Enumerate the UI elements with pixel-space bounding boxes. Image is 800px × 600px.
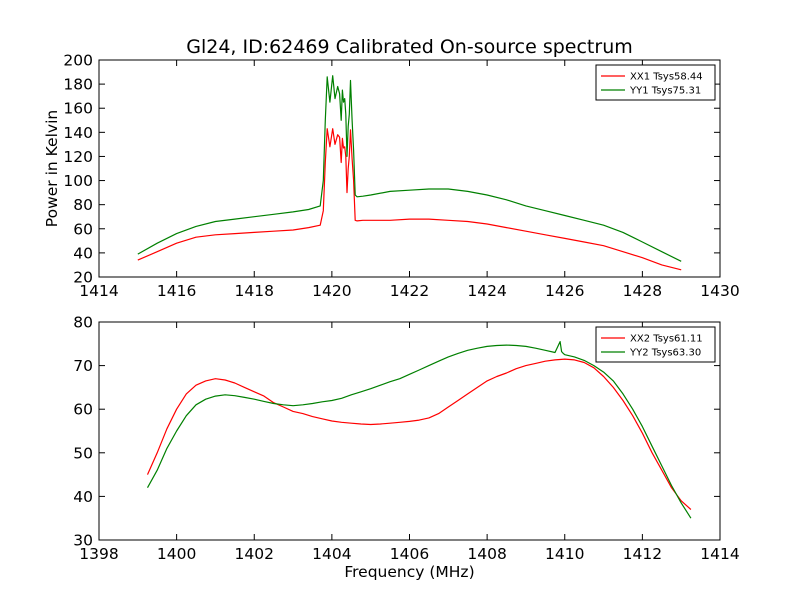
top-y-axis-label: Power in Kelvin bbox=[43, 110, 61, 227]
y-tick-label: 140 bbox=[63, 124, 93, 142]
top-spectrum-panel: 1414 1416 1418 1420 1422 1424 1426 1428 1430 20 40… bbox=[43, 52, 740, 301]
top-legend: XX1 Tsys58.44 YY1 Tsys75.31 bbox=[595, 64, 716, 101]
bottom-series-lines bbox=[146, 341, 692, 519]
x-tick-label: 1412 bbox=[623, 545, 662, 563]
y-tick-label: 60 bbox=[73, 220, 93, 238]
series-line-yy1 bbox=[137, 75, 682, 262]
x-tick-label: 1420 bbox=[312, 282, 351, 300]
x-tick-label: 1430 bbox=[700, 282, 739, 300]
y-tick-label: 180 bbox=[63, 76, 93, 94]
y-tick-label: 100 bbox=[63, 172, 93, 190]
legend-entry-label: YY1 Tsys75.31 bbox=[629, 86, 701, 97]
x-tick-label: 1418 bbox=[235, 282, 274, 300]
series-line-xx2 bbox=[146, 358, 692, 510]
y-tick-label: 120 bbox=[63, 148, 93, 166]
x-tick-label: 1424 bbox=[467, 282, 506, 300]
legend-entry-label: XX1 Tsys58.44 bbox=[630, 72, 703, 83]
x-tick-label: 1414 bbox=[700, 545, 739, 563]
x-tick-label: 1428 bbox=[623, 282, 662, 300]
x-tick-label: 1406 bbox=[390, 545, 429, 563]
x-tick-label: 1398 bbox=[79, 545, 118, 563]
y-tick-label: 60 bbox=[73, 401, 93, 419]
bottom-spectrum-panel: 1398 1400 1402 1404 1406 1408 1410 1412 1414 30 40… bbox=[73, 314, 739, 582]
top-series-lines bbox=[137, 75, 682, 271]
y-tick-label: 160 bbox=[63, 100, 93, 118]
bottom-legend: XX2 Tsys61.11 YY2 Tsys63.30 bbox=[595, 326, 716, 363]
y-tick-label: 20 bbox=[73, 269, 93, 287]
x-tick-label: 1414 bbox=[79, 282, 118, 300]
y-tick-label: 200 bbox=[63, 52, 93, 70]
bottom-axis-ticks: 1398 1400 1402 1404 1406 1408 1410 1412 1414 30 40… bbox=[73, 314, 739, 564]
x-tick-label: 1402 bbox=[235, 545, 274, 563]
y-tick-label: 30 bbox=[73, 532, 93, 550]
series-line-yy2 bbox=[146, 341, 692, 519]
x-tick-label: 1416 bbox=[157, 282, 196, 300]
y-tick-label: 80 bbox=[73, 196, 93, 214]
top-axis-ticks: 1414 1416 1418 1420 1422 1424 1426 1428 1430 20 40… bbox=[63, 52, 739, 301]
y-tick-label: 70 bbox=[73, 357, 93, 375]
x-tick-label: 1426 bbox=[545, 282, 584, 300]
y-tick-label: 80 bbox=[73, 314, 93, 332]
chart-title: Gl24, ID:62469 Calibrated On-source spec… bbox=[186, 36, 633, 58]
y-tick-label: 50 bbox=[73, 444, 93, 462]
legend-box bbox=[595, 326, 716, 363]
legend-box bbox=[595, 64, 716, 101]
legend-entry-label: XX2 Tsys61.11 bbox=[630, 334, 703, 345]
legend-entry-label: YY2 Tsys63.30 bbox=[629, 348, 701, 359]
x-tick-label: 1422 bbox=[390, 282, 429, 300]
x-tick-label: 1404 bbox=[312, 545, 351, 563]
y-tick-label: 40 bbox=[73, 488, 93, 506]
x-tick-label: 1400 bbox=[157, 545, 196, 563]
series-line-xx1 bbox=[137, 128, 682, 271]
x-tick-label: 1408 bbox=[467, 545, 506, 563]
x-tick-label: 1410 bbox=[545, 545, 584, 563]
y-tick-label: 40 bbox=[73, 244, 93, 262]
bottom-x-axis-label: Frequency (MHz) bbox=[344, 563, 474, 581]
